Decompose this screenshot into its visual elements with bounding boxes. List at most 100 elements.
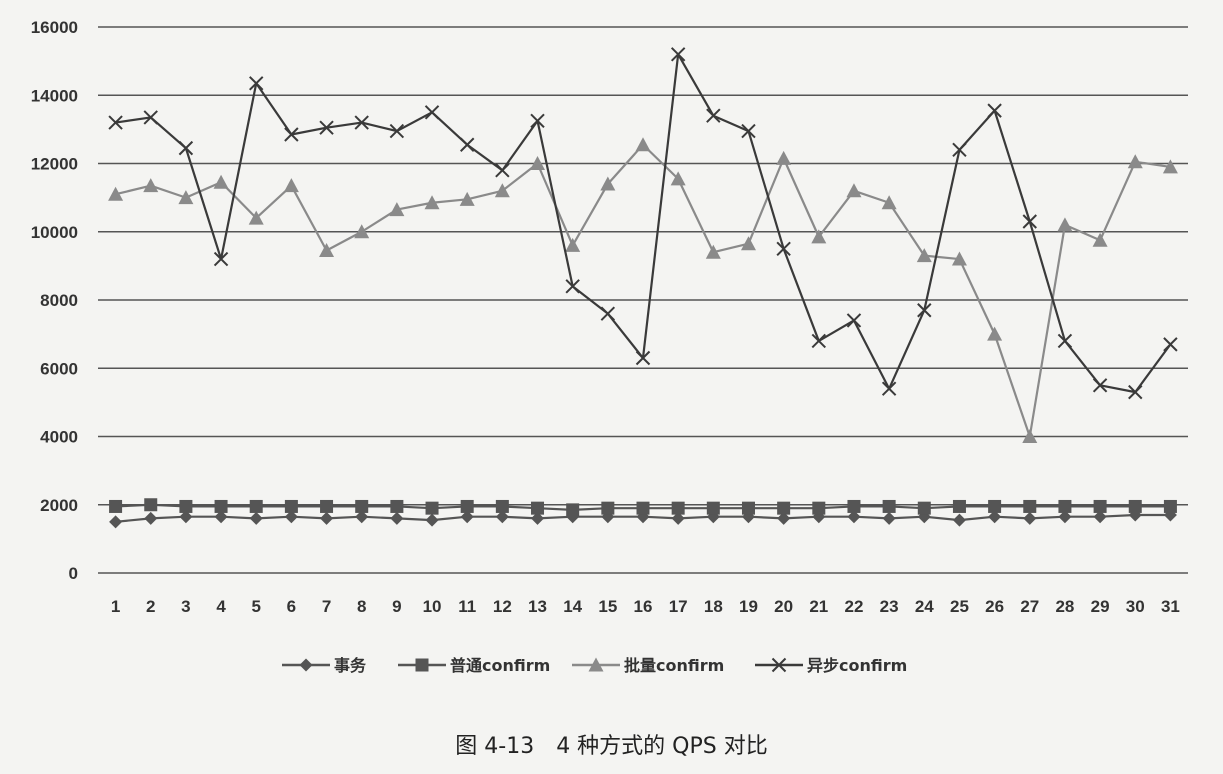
data-point <box>777 511 791 525</box>
data-point <box>566 503 580 517</box>
x-tick-label: 20 <box>774 597 793 616</box>
x-mark-stroke <box>530 113 545 129</box>
data-point <box>531 511 545 525</box>
data-point <box>109 499 123 513</box>
data-point <box>319 243 335 258</box>
data-point <box>424 195 440 210</box>
data-point <box>1023 511 1037 525</box>
data-point <box>706 501 720 515</box>
x-tick-label: 13 <box>528 597 547 616</box>
series-4 <box>108 47 1178 400</box>
x-tick-label: 8 <box>357 597 366 616</box>
x-mark-stroke <box>776 241 791 257</box>
data-point <box>108 186 124 201</box>
data-point <box>952 499 966 513</box>
data-point <box>460 510 474 524</box>
y-tick-label: 6000 <box>40 359 78 378</box>
data-point <box>143 110 158 125</box>
x-tick-label: 14 <box>563 597 582 616</box>
x-mark-stroke <box>917 303 932 318</box>
data-point <box>249 76 264 91</box>
data-point <box>670 171 686 186</box>
data-point <box>951 251 967 266</box>
data-point <box>355 499 369 513</box>
x-tick-label: 4 <box>216 597 226 616</box>
y-tick-label: 8000 <box>40 291 78 310</box>
data-point <box>1023 499 1037 513</box>
data-point <box>881 195 897 210</box>
x-mark-stroke <box>1163 337 1178 352</box>
legend-label: 普通confirm <box>450 656 550 675</box>
series-1 <box>109 508 1177 529</box>
data-point <box>248 210 264 225</box>
y-axis-ticks: 0 2000 4000 6000 8000 10000 12000 14000 16000 <box>31 18 78 583</box>
x-tick-label: 21 <box>809 597 828 616</box>
data-point <box>847 510 861 524</box>
x-tick-label: 7 <box>322 597 331 616</box>
x-tick-label: 31 <box>1161 597 1180 616</box>
x-axis-ticks: 1 2 3 4 5 6 7 8 9 10 11 12 13 14 15 16 17 18 19 20 21 22 23 24 2… <box>111 597 1180 616</box>
y-tick-label: 12000 <box>31 155 78 174</box>
x-mark-stroke <box>881 381 897 396</box>
x-tick-label: 2 <box>146 597 155 616</box>
data-point <box>671 511 685 525</box>
series-line <box>115 143 1171 438</box>
data-point <box>179 510 193 524</box>
x-mark-stroke <box>952 142 967 158</box>
data-point <box>178 140 194 156</box>
data-point <box>1162 159 1178 174</box>
legend-label: 异步confirm <box>807 656 907 675</box>
data-point <box>741 510 755 524</box>
x-mark-stroke <box>600 306 616 321</box>
data-point <box>459 137 475 152</box>
x-mark-stroke <box>670 47 686 62</box>
data-point <box>144 511 158 525</box>
x-tick-label: 27 <box>1020 597 1039 616</box>
y-tick-label: 0 <box>69 564 78 583</box>
data-point <box>776 241 791 257</box>
x-tick-label: 10 <box>423 597 442 616</box>
x-tick-label: 16 <box>634 597 653 616</box>
data-point <box>530 113 545 129</box>
data-point <box>1093 510 1107 524</box>
data-point <box>249 511 263 525</box>
legend-item-1: 事务 <box>282 656 367 675</box>
data-point <box>776 150 792 165</box>
data-point <box>600 176 616 191</box>
x-mark-stroke <box>771 657 787 673</box>
data-point <box>988 510 1002 524</box>
x-mark-stroke <box>706 108 721 123</box>
x-tick-label: 3 <box>181 597 190 616</box>
x-tick-label: 1 <box>111 597 120 616</box>
data-point <box>846 183 862 198</box>
data-point <box>320 499 334 513</box>
x-tick-label: 17 <box>669 597 688 616</box>
series-group <box>108 47 1178 529</box>
data-point <box>213 174 229 189</box>
data-point <box>635 350 651 366</box>
x-tick-label: 5 <box>251 597 260 616</box>
x-tick-label: 24 <box>915 597 934 616</box>
data-point <box>740 236 756 251</box>
data-point <box>109 515 123 529</box>
data-point <box>566 510 580 524</box>
data-point <box>531 501 545 515</box>
data-point <box>741 123 756 139</box>
data-point <box>320 511 334 525</box>
data-point <box>249 499 263 513</box>
data-point <box>916 248 932 263</box>
x-mark-stroke <box>319 120 334 135</box>
x-tick-label: 29 <box>1091 597 1110 616</box>
x-tick-label: 23 <box>880 597 899 616</box>
x-mark-stroke <box>1057 333 1073 349</box>
data-point <box>144 498 158 512</box>
x-tick-label: 28 <box>1055 597 1074 616</box>
x-mark-stroke <box>987 103 1002 118</box>
x-mark-stroke <box>424 105 440 120</box>
data-point <box>530 156 546 170</box>
data-point <box>1092 232 1108 247</box>
x-tick-label: 18 <box>704 597 723 616</box>
data-point <box>600 306 616 321</box>
data-point <box>214 510 228 524</box>
